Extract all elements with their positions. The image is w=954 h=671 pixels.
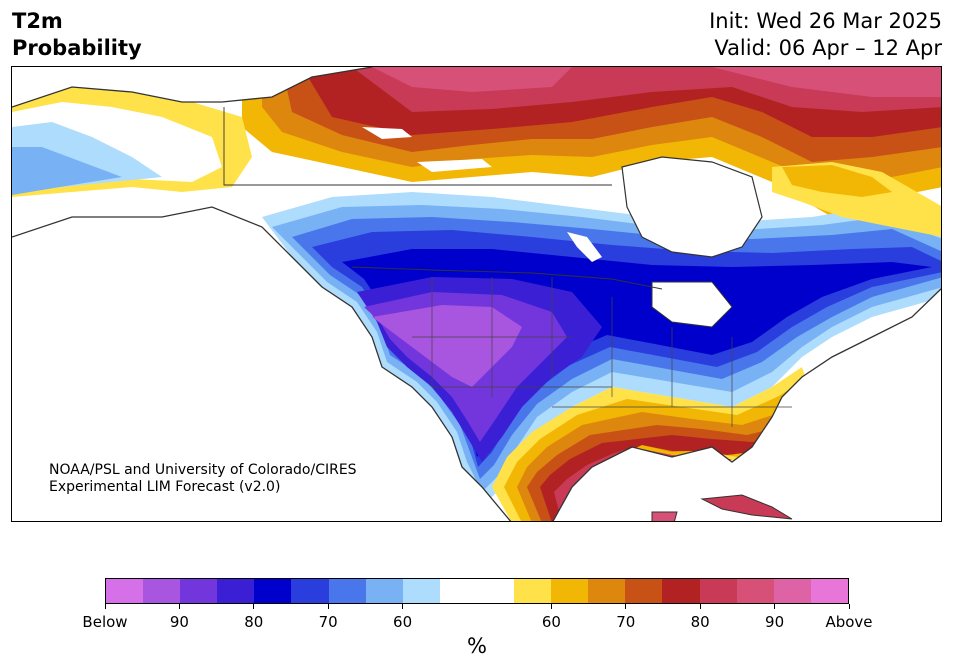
- colorbar-tick-label: 60: [393, 613, 413, 631]
- probability-field: [12, 67, 941, 521]
- colorbar-tick-mark: [625, 604, 627, 609]
- init-date: Init: Wed 26 Mar 2025: [709, 9, 942, 33]
- variable-label: T2m: [12, 9, 63, 33]
- colorbar-tick-mark: [253, 604, 255, 609]
- colorbar-tick-label: 80: [690, 613, 710, 631]
- state-borders: [412, 277, 792, 427]
- colorbar-unit-label: %: [467, 634, 487, 658]
- colorbar-segment: [736, 579, 774, 603]
- colorbar-segment: [291, 579, 329, 603]
- map-canvas: [12, 67, 941, 521]
- colorbar-segment: [143, 579, 181, 603]
- colorbar-segment: [625, 579, 663, 603]
- valid-range: Valid: 06 Apr – 12 Apr: [714, 36, 942, 60]
- us-canada-border: [351, 266, 663, 290]
- colorbar-tick-mark: [550, 604, 552, 609]
- colorbar-tick-label: 90: [765, 613, 785, 631]
- colorbar-segment: [514, 579, 552, 603]
- colorbar-segment: [699, 579, 737, 603]
- coastline: [12, 67, 941, 521]
- colorbar-tick-mark: [699, 604, 701, 609]
- colorbar-tick-mark: [848, 604, 850, 609]
- hudson-bay-outline: [621, 156, 763, 258]
- colorbar-tick-label: 90: [169, 613, 189, 631]
- colorbar-tick-label: 80: [244, 613, 264, 631]
- great-lakes-outline: [651, 281, 733, 328]
- colorbar-segment: [365, 579, 403, 603]
- province-borders: [223, 107, 612, 186]
- colorbar: [105, 578, 849, 604]
- colorbar-segment: [180, 579, 218, 603]
- colorbar-segment: [402, 579, 440, 603]
- colorbar-tick-mark: [178, 604, 180, 609]
- colorbar-segment: [810, 579, 848, 603]
- colorbar-segment: [476, 579, 515, 603]
- colorbar-segment: [254, 579, 292, 603]
- colorbar-tick-mark: [402, 604, 404, 609]
- colorbar-tick-mark: [104, 604, 106, 609]
- colorbar-tick-label: 70: [318, 613, 338, 631]
- colorbar-segment: [217, 579, 255, 603]
- colorbar-segment: [439, 579, 477, 603]
- forecast-map: NOAA/PSL and University of Colorado/CIRE…: [11, 66, 942, 522]
- colorbar-segment: [328, 579, 366, 603]
- colorbar-tick-mark: [327, 604, 329, 609]
- product-label: Probability: [12, 36, 142, 60]
- colorbar-tick-label: 70: [616, 613, 636, 631]
- colorbar-tick-label: Below: [82, 613, 128, 631]
- credit-line-2: Experimental LIM Forecast (v2.0): [49, 479, 281, 495]
- colorbar-segment: [773, 579, 811, 603]
- chart-title: T2m Probability: [12, 8, 142, 62]
- colorbar-tick-mark: [774, 604, 776, 609]
- island-south: [651, 511, 678, 521]
- colorbar-tick-label: 60: [541, 613, 561, 631]
- colorbar-segment: [551, 579, 589, 603]
- colorbar-segment: [662, 579, 700, 603]
- colorbar-segment: [588, 579, 626, 603]
- credit-line-1: NOAA/PSL and University of Colorado/CIRE…: [49, 462, 357, 478]
- cuba-island: [700, 494, 793, 520]
- credit-text: NOAA/PSL and University of Colorado/CIRE…: [49, 462, 357, 496]
- colorbar-segment: [106, 579, 144, 603]
- colorbar-tick-label: Above: [825, 613, 873, 631]
- date-info: Init: Wed 26 Mar 2025 Valid: 06 Apr – 12…: [709, 8, 942, 62]
